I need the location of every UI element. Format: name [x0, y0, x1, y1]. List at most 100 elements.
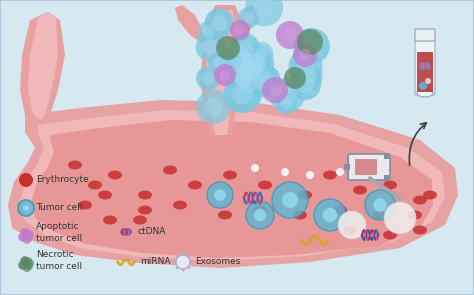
- Circle shape: [202, 26, 214, 38]
- Polygon shape: [28, 12, 58, 120]
- Circle shape: [222, 56, 255, 88]
- Circle shape: [289, 50, 323, 84]
- Ellipse shape: [413, 225, 427, 235]
- Circle shape: [202, 39, 219, 55]
- Circle shape: [208, 51, 229, 72]
- Circle shape: [240, 60, 261, 81]
- Circle shape: [214, 189, 226, 201]
- Circle shape: [214, 64, 236, 86]
- Circle shape: [233, 53, 263, 83]
- FancyBboxPatch shape: [384, 153, 389, 159]
- Circle shape: [244, 61, 262, 80]
- Circle shape: [296, 75, 314, 93]
- Circle shape: [18, 261, 26, 269]
- Circle shape: [223, 55, 235, 67]
- Circle shape: [236, 54, 270, 88]
- Text: Necrotic
tumor cell: Necrotic tumor cell: [36, 250, 82, 271]
- Circle shape: [230, 64, 247, 81]
- Circle shape: [182, 268, 184, 271]
- Circle shape: [18, 233, 26, 241]
- Circle shape: [232, 66, 252, 86]
- Circle shape: [241, 53, 253, 64]
- Circle shape: [237, 40, 253, 57]
- Ellipse shape: [293, 211, 307, 219]
- Ellipse shape: [383, 181, 397, 189]
- Circle shape: [229, 63, 260, 94]
- Circle shape: [196, 89, 231, 124]
- Ellipse shape: [138, 206, 152, 214]
- Circle shape: [262, 77, 288, 103]
- Circle shape: [236, 48, 259, 71]
- Polygon shape: [32, 120, 433, 258]
- Circle shape: [24, 229, 32, 237]
- Ellipse shape: [253, 206, 267, 214]
- Circle shape: [232, 52, 269, 89]
- Ellipse shape: [373, 211, 387, 219]
- Circle shape: [216, 36, 240, 60]
- Circle shape: [213, 56, 224, 68]
- Circle shape: [247, 57, 265, 75]
- Circle shape: [207, 182, 233, 208]
- Ellipse shape: [343, 225, 357, 235]
- Ellipse shape: [98, 191, 112, 199]
- Circle shape: [23, 236, 31, 244]
- Circle shape: [283, 28, 297, 42]
- Text: Exosomes: Exosomes: [195, 258, 240, 266]
- Circle shape: [230, 66, 265, 101]
- Circle shape: [323, 208, 337, 222]
- Circle shape: [272, 182, 308, 218]
- Circle shape: [19, 173, 33, 187]
- Ellipse shape: [423, 191, 437, 199]
- FancyBboxPatch shape: [415, 29, 435, 41]
- Circle shape: [201, 72, 215, 85]
- Circle shape: [425, 78, 431, 84]
- Ellipse shape: [417, 89, 433, 97]
- Circle shape: [176, 255, 190, 269]
- Circle shape: [303, 70, 317, 84]
- Circle shape: [26, 259, 34, 267]
- Text: Apoptotic
tumor cell: Apoptotic tumor cell: [36, 222, 82, 242]
- Circle shape: [244, 53, 265, 75]
- Circle shape: [173, 260, 176, 263]
- Circle shape: [24, 257, 32, 265]
- Circle shape: [299, 49, 311, 61]
- Polygon shape: [205, 10, 238, 135]
- Circle shape: [254, 0, 274, 18]
- FancyBboxPatch shape: [344, 164, 350, 170]
- Circle shape: [236, 70, 253, 87]
- Ellipse shape: [298, 191, 312, 199]
- Circle shape: [235, 25, 245, 35]
- FancyBboxPatch shape: [417, 52, 433, 92]
- Polygon shape: [235, 5, 258, 46]
- Polygon shape: [175, 5, 205, 45]
- Circle shape: [235, 45, 246, 57]
- Circle shape: [302, 36, 322, 56]
- Circle shape: [219, 51, 239, 71]
- Text: Erythrocyte: Erythrocyte: [36, 176, 89, 184]
- Circle shape: [235, 44, 274, 83]
- Circle shape: [21, 228, 29, 236]
- Circle shape: [20, 257, 28, 265]
- Polygon shape: [20, 12, 65, 125]
- Circle shape: [219, 70, 230, 81]
- Circle shape: [336, 168, 344, 176]
- Circle shape: [26, 231, 34, 239]
- Circle shape: [373, 198, 387, 212]
- Circle shape: [236, 48, 257, 69]
- Ellipse shape: [218, 211, 232, 219]
- Circle shape: [365, 190, 395, 220]
- FancyBboxPatch shape: [384, 175, 389, 181]
- Circle shape: [22, 232, 30, 240]
- Circle shape: [224, 42, 264, 81]
- Circle shape: [238, 74, 257, 93]
- Ellipse shape: [333, 206, 347, 214]
- Circle shape: [249, 60, 263, 75]
- Circle shape: [384, 202, 416, 234]
- Circle shape: [297, 29, 323, 55]
- Circle shape: [298, 65, 323, 90]
- Circle shape: [230, 33, 260, 64]
- Circle shape: [254, 209, 266, 221]
- Circle shape: [241, 53, 254, 66]
- Circle shape: [284, 67, 306, 89]
- Polygon shape: [8, 100, 458, 268]
